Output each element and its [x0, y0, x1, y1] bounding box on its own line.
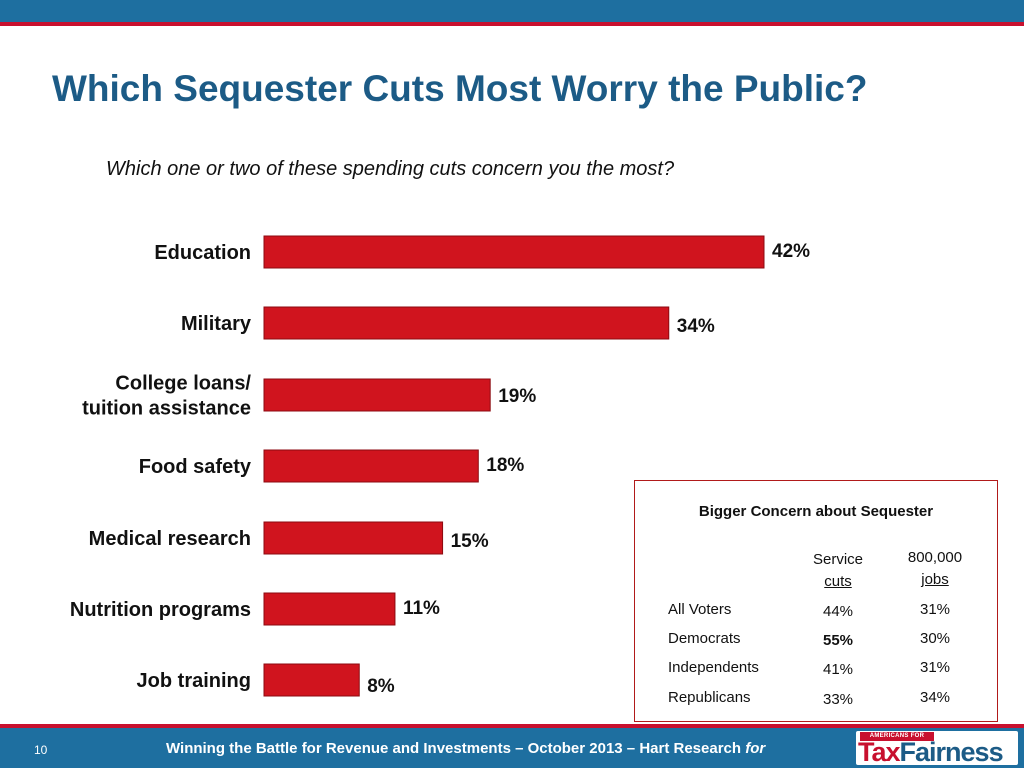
row-group: Republicans — [668, 689, 751, 706]
row-jobs: 34% — [919, 689, 951, 706]
footer-rule — [0, 724, 1024, 728]
col-header-jobs-line2: jobs — [921, 571, 949, 588]
footer-text-for: for — [745, 740, 766, 757]
category-label: Military — [181, 313, 252, 335]
tax-fairness-logo: AMERICANS FOR TaxFairness — [856, 731, 1018, 768]
row-service: 33% — [822, 691, 854, 708]
bar-value-label: 42% — [772, 241, 810, 262]
logo-tax-text: Tax — [858, 737, 901, 767]
row-group: Independents — [668, 659, 759, 676]
logo-top-label: AMERICANS FOR — [860, 732, 934, 741]
category-label: College loans/tuition assistance — [82, 373, 251, 420]
row-group: Democrats — [668, 630, 741, 647]
logo-fairness-text: Fairness — [899, 737, 1004, 767]
top-band — [0, 0, 1024, 22]
col-header-jobs: 800,000 jobs — [897, 547, 973, 591]
bar-value-label: 11% — [403, 598, 440, 619]
bar — [263, 449, 479, 483]
category-label: Medical research — [89, 528, 251, 550]
table-row: Independents 41% 31% — [635, 659, 997, 687]
table-row: All Voters 44% 31% — [635, 601, 997, 629]
category-label: Education — [154, 242, 251, 264]
row-jobs: 31% — [919, 601, 951, 618]
row-group: All Voters — [668, 601, 732, 618]
bar-value-label: 8% — [367, 676, 395, 697]
col-header-service-line2: cuts — [824, 573, 852, 590]
top-rule — [0, 22, 1024, 26]
category-label: Job training — [137, 670, 251, 692]
bar — [263, 592, 396, 626]
col-header-service-cuts: Service cuts — [800, 549, 876, 593]
bar — [263, 306, 670, 340]
bar-chart: 42% Education 34% Military 19% College loans/… — [70, 235, 810, 697]
category-label: Nutrition programs — [70, 599, 251, 621]
inset-title: Bigger Concern about Sequester — [698, 503, 934, 520]
page-number: 10 — [34, 743, 48, 757]
row-jobs: 31% — [919, 659, 951, 676]
bigger-concern-table: Bigger Concern about Sequester Service c… — [634, 480, 998, 722]
col-header-service-line1: Service — [812, 551, 864, 568]
bar — [263, 235, 765, 269]
row-service: 41% — [822, 661, 854, 678]
footer-text-main: Winning the Battle for Revenue and Inves… — [166, 740, 746, 757]
bar-value-label: 34% — [677, 316, 715, 337]
row-service: 55% — [822, 632, 854, 649]
bar — [263, 378, 491, 412]
col-header-jobs-line1: 800,000 — [907, 549, 963, 566]
table-row: Democrats 55% 30% — [635, 630, 997, 658]
bar — [263, 663, 360, 697]
row-jobs: 30% — [919, 630, 951, 647]
bar-value-label: 15% — [451, 531, 489, 552]
footer-bar: 10 Winning the Battle for Revenue and In… — [0, 728, 1024, 768]
table-row: Republicans 33% 34% — [635, 689, 997, 717]
bar — [263, 521, 444, 555]
row-service: 44% — [822, 603, 854, 620]
slide-title: Which Sequester Cuts Most Worry the Publ… — [52, 68, 868, 109]
bar-value-label: 18% — [486, 455, 524, 476]
logo-wordmark: TaxFairness — [858, 737, 1004, 768]
footer-text: Winning the Battle for Revenue and Inves… — [166, 740, 765, 757]
category-label: Food safety — [139, 456, 252, 478]
chart-subtitle: Which one or two of these spending cuts … — [106, 158, 675, 180]
bar-value-label: 19% — [498, 386, 536, 407]
